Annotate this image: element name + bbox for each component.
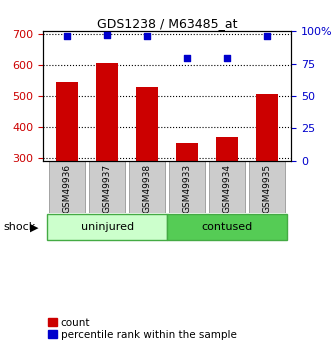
Text: shock: shock [3, 222, 35, 232]
Text: GSM49935: GSM49935 [263, 164, 272, 213]
Bar [209, 161, 245, 213]
Point [184, 56, 190, 61]
Bar [167, 214, 287, 240]
Point [105, 32, 110, 38]
Text: contused: contused [202, 222, 253, 232]
Bar [129, 161, 165, 213]
Text: GSM49933: GSM49933 [183, 164, 192, 213]
Point [65, 33, 70, 39]
Bar [89, 161, 125, 213]
Legend: count, percentile rank within the sample: count, percentile rank within the sample [48, 318, 237, 340]
Bar [169, 161, 205, 213]
Bar [136, 87, 158, 161]
Point [224, 56, 230, 61]
Bar [47, 214, 167, 240]
Bar [49, 161, 85, 213]
Title: GDS1238 / M63485_at: GDS1238 / M63485_at [97, 17, 237, 30]
Text: ▶: ▶ [30, 222, 38, 232]
Point [145, 33, 150, 39]
Text: GSM49938: GSM49938 [143, 164, 152, 213]
Bar [256, 94, 278, 161]
Text: GSM49937: GSM49937 [103, 164, 112, 213]
Text: GSM49934: GSM49934 [223, 164, 232, 213]
Bar [176, 143, 198, 161]
Bar [249, 161, 285, 213]
Bar [96, 62, 118, 161]
Point [264, 33, 270, 39]
Text: uninjured: uninjured [80, 222, 134, 232]
Bar [216, 137, 238, 161]
Text: GSM49936: GSM49936 [63, 164, 71, 213]
Bar [56, 82, 78, 161]
